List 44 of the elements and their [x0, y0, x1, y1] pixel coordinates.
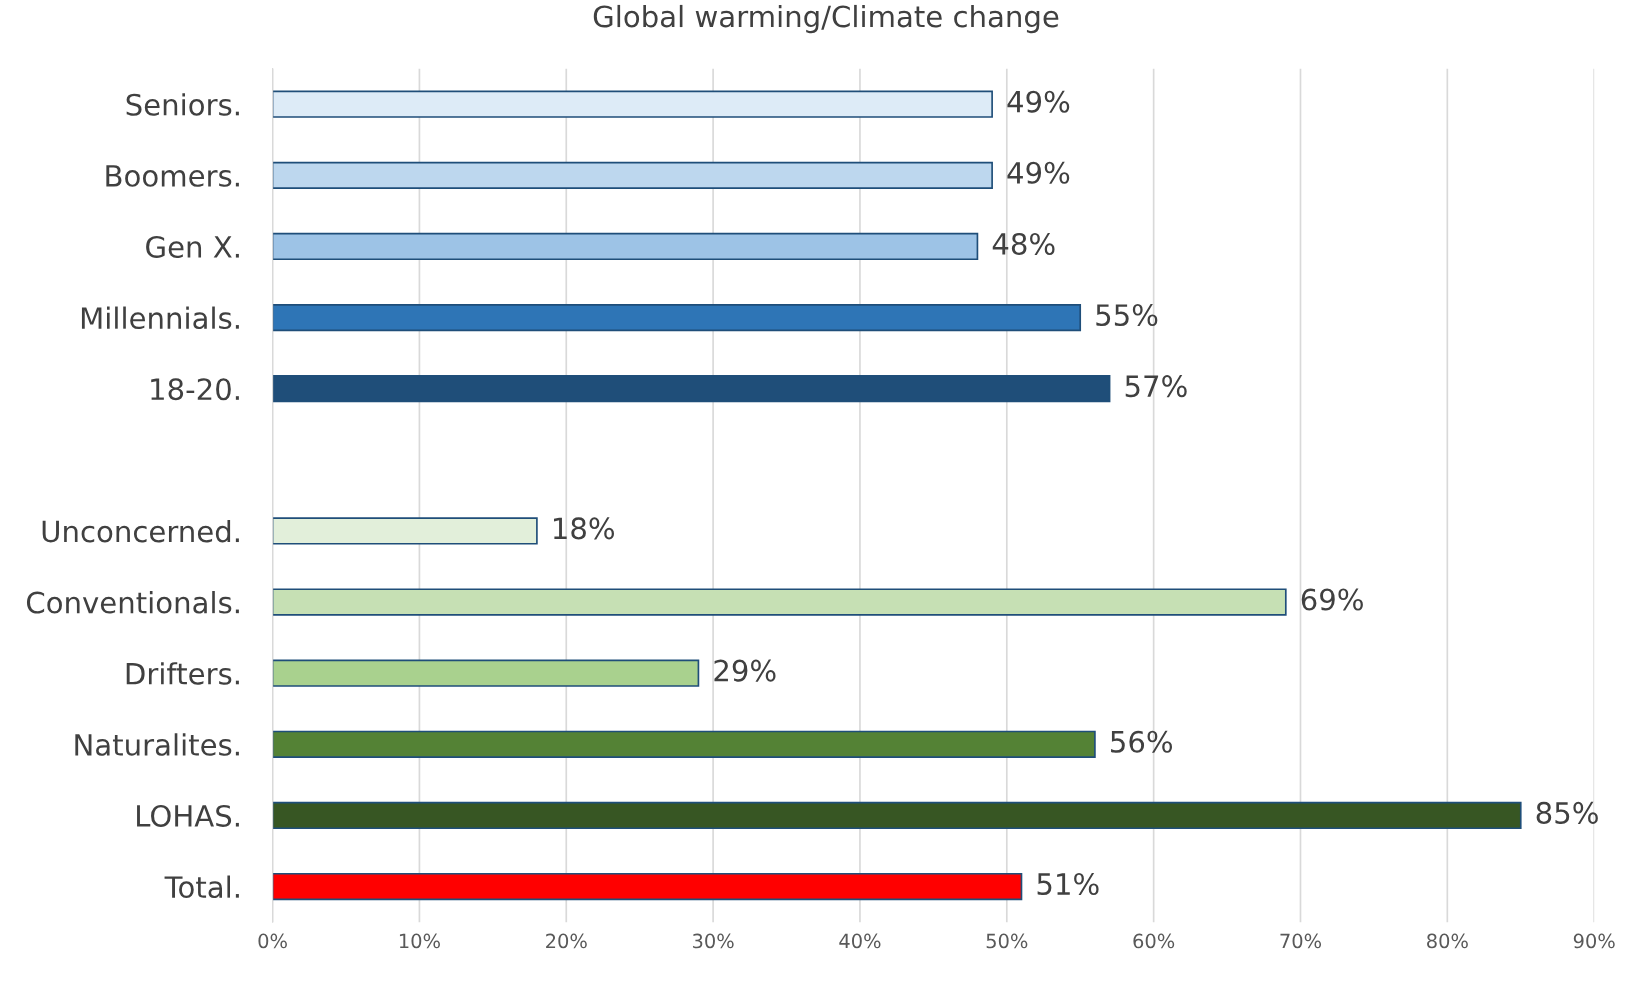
bar	[272, 232, 979, 261]
data-label: 49%	[1007, 161, 1070, 184]
x-tick-label: 90%	[1573, 933, 1615, 949]
bar	[272, 872, 1023, 901]
bar	[272, 90, 993, 118]
bar	[272, 375, 1111, 403]
chart-title: Global warming/Climate change	[593, 4, 1059, 34]
y-tick-label: Boomers.	[106, 165, 239, 187]
y-tick-label: Millennials.	[81, 306, 239, 330]
bar	[272, 588, 1287, 616]
y-tick-label: 18-20.	[151, 378, 239, 401]
x-tick-label: 70%	[1280, 933, 1322, 949]
data-label: 48%	[992, 232, 1055, 255]
x-tick-label: 30%	[692, 933, 734, 949]
data-label: 29%	[714, 659, 776, 682]
bar	[272, 659, 700, 687]
data-label: 56%	[1111, 730, 1173, 753]
bar	[272, 517, 538, 545]
x-tick-label: 0%	[258, 933, 287, 949]
y-tick-label: Seniors.	[126, 93, 239, 116]
y-tick-label: Naturalites.	[75, 733, 239, 756]
data-label: 57%	[1125, 375, 1187, 398]
y-tick-label: Gen X.	[146, 235, 239, 258]
bar	[272, 303, 1082, 332]
x-tick-label: 20%	[546, 933, 587, 949]
bar	[272, 161, 993, 189]
bar	[272, 730, 1096, 758]
x-tick-label: 60%	[1133, 933, 1175, 949]
x-tick-label: 40%	[839, 933, 881, 949]
bar	[272, 801, 1522, 830]
y-tick-label: LOHAS.	[137, 804, 239, 827]
data-label: 51%	[1037, 872, 1099, 896]
y-tick-label: Total.	[164, 875, 239, 899]
x-tick-label: 50%	[986, 933, 1028, 949]
data-label: 55%	[1096, 304, 1158, 327]
data-label: 49%	[1007, 90, 1070, 113]
y-tick-label: Unconcerned.	[42, 519, 239, 543]
y-tick-label: Drifters.	[126, 662, 239, 685]
x-tick-label: 10%	[399, 933, 440, 949]
x-tick-label: 80%	[1427, 933, 1468, 949]
data-label: 69%	[1301, 588, 1363, 611]
y-tick-label: Conventionals.	[26, 591, 239, 614]
data-label: 18%	[553, 517, 615, 540]
data-label: 85%	[1536, 801, 1598, 824]
